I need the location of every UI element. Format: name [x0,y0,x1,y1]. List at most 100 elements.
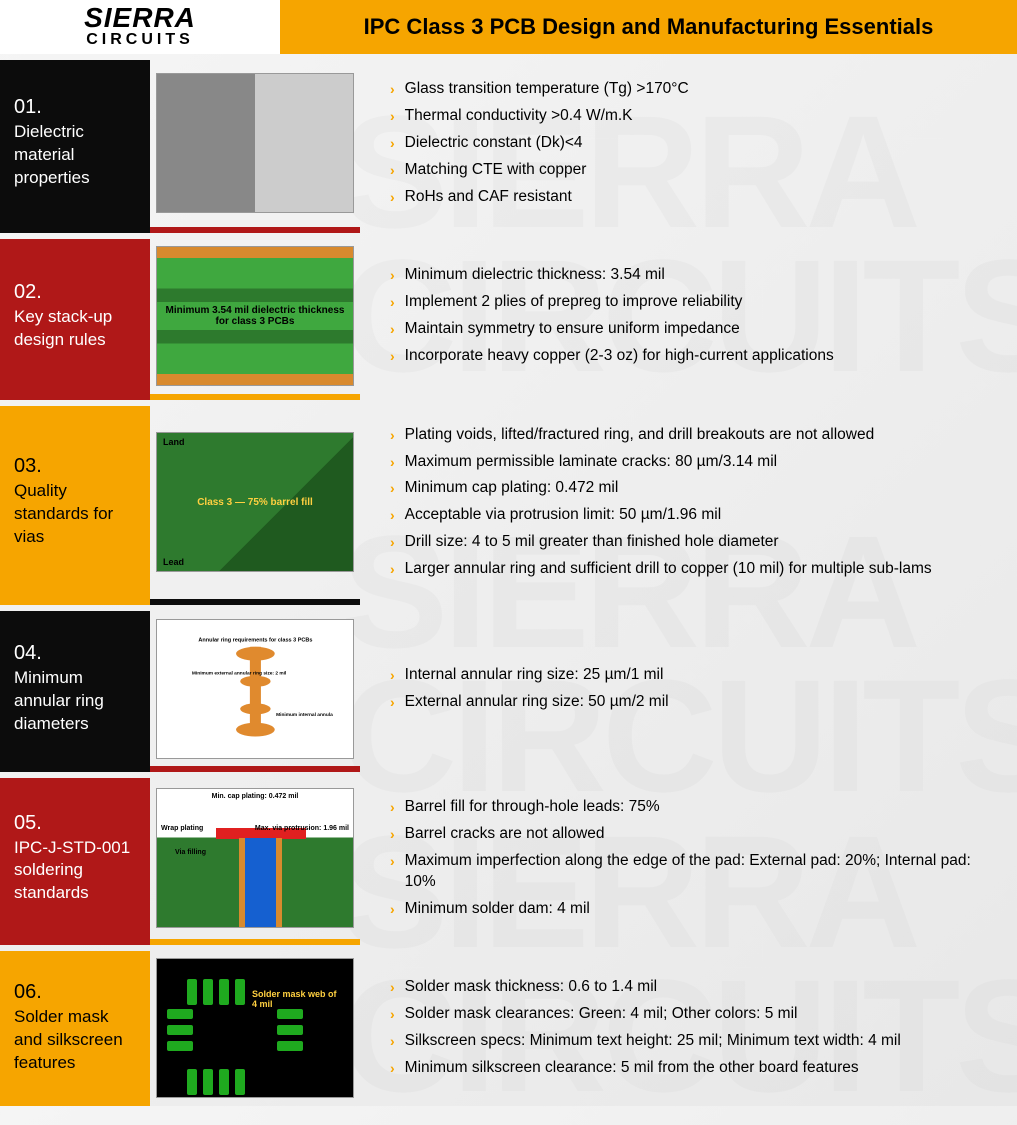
section-3: 03.Quality standards for viasClass 3 — 7… [0,406,1017,600]
bullet-item: ›Acceptable via protrusion limit: 50 µm/… [390,505,997,526]
bullet-text: Plating voids, lifted/fractured ring, an… [405,425,875,446]
section-4: 04.Minimum annular ring diameters Annular… [0,611,1017,766]
chevron-icon: › [390,667,395,683]
chevron-icon: › [390,534,395,550]
bullet-text: External annular ring size: 50 µm/2 mil [405,692,669,713]
chevron-icon: › [390,321,395,337]
bullet-item: › Solder mask clearances: Green: 4 mil; O… [390,1004,997,1025]
chevron-icon: › [390,135,395,151]
bullet-text: Glass transition temperature (Tg) >170°C [405,79,689,100]
section-label: 02.Key stack-up design rules [0,239,150,394]
divider-stripe [0,227,1017,233]
section-content: › Barrel fill for through-hole leads: 75%… [360,778,1017,939]
svg-text:Annular ring requirements for: Annular ring requirements for class 3 PC… [198,638,312,644]
bullet-text: Minimum cap plating: 0.472 mil [405,478,619,499]
illustration-placeholder: Min. cap plating: 0.472 milWrap platingV… [156,788,354,928]
bullet-text: Drill size: 4 to 5 mil greater than fini… [405,532,779,553]
bullet-item: ›RoHs and CAF resistant [390,187,997,208]
section-title: IPC-J-STD-001 soldering standards [14,837,136,906]
section-label: 01.Dielectric material properties [0,60,150,227]
chevron-icon: › [390,454,395,470]
svg-text:Minimum internal annular ring: Minimum internal annular ring size: 1 mi… [276,712,334,718]
bullet-item: ›Solder mask thickness: 0.6 to 1.4 mil [390,977,997,998]
bullet-text: Maximum imperfection along the edge of t… [405,851,997,893]
divider-stripe [0,939,1017,945]
bullet-item: › Dielectric constant (Dk)<4 [390,133,997,154]
illustration-placeholder: Solder mask web of 4 mil [156,958,354,1098]
bullet-item: › Barrel fill for through-hole leads: 75% [390,797,997,818]
section-illustration: Min. cap plating: 0.472 milWrap platingV… [150,778,360,939]
logo-top: SIERRA [84,5,196,30]
bullet-text: Thermal conductivity >0.4 W/m.K [405,106,633,127]
chevron-icon: › [390,480,395,496]
section-number: 01. [14,96,136,119]
section-label: 03.Quality standards for vias [0,406,150,600]
section-number: 05. [14,812,136,835]
section-illustration [150,60,360,227]
bullet-item: › Larger annular ring and sufficient dril… [390,559,997,580]
page-title: IPC Class 3 PCB Design and Manufacturing… [364,14,934,40]
section-label: 06.Solder mask and silkscreen features [0,951,150,1106]
illustration-placeholder: Class 3 — 75% barrel fillLandLead [156,432,354,572]
section-label: 04.Minimum annular ring diameters [0,611,150,766]
bullet-text: Dielectric constant (Dk)<4 [405,133,583,154]
section-content: ›Minimum dielectric thickness: 3.54 mil›… [360,239,1017,394]
chevron-icon: › [390,427,395,443]
bullet-text: Barrel fill for through-hole leads: 75% [405,797,660,818]
chevron-icon: › [390,108,395,124]
bullet-item: › Barrel cracks are not allowed [390,824,997,845]
chevron-icon: › [390,294,395,310]
header: SIERRA CIRCUITS IPC Class 3 PCB Design a… [0,0,1017,54]
bullet-text: Solder mask thickness: 0.6 to 1.4 mil [405,977,657,998]
section-title: Solder mask and silkscreen features [14,1006,136,1075]
bullet-item: ›Minimum dielectric thickness: 3.54 mil [390,265,997,286]
bullet-text: Barrel cracks are not allowed [405,824,605,845]
logo: SIERRA CIRCUITS [0,0,280,54]
section-number: 04. [14,642,136,665]
section-title: Quality standards for vias [14,480,136,549]
bullet-item: › Maximum imperfection along the edge of … [390,851,997,893]
section-content: ›Internal annular ring size: 25 µm/1 mil… [360,611,1017,766]
section-illustration: Minimum 3.54 mil dielectric thickness fo… [150,239,360,394]
chevron-icon: › [390,694,395,710]
chevron-icon: › [390,348,395,364]
bullet-text: Solder mask clearances: Green: 4 mil; Ot… [405,1004,798,1025]
divider-stripe [0,766,1017,772]
section-6: 06.Solder mask and silkscreen featuresSo… [0,951,1017,1106]
chevron-icon: › [390,799,395,815]
svg-text:Minimum external annular ring: Minimum external annular ring size: 2 mi… [192,671,286,677]
bullet-text: Matching CTE with copper [405,160,587,181]
divider-stripe [0,394,1017,400]
section-title: Minimum annular ring diameters [14,667,136,736]
divider-stripe [0,599,1017,605]
bullet-item: ›Minimum solder dam: 4 mil [390,899,997,920]
bullet-item: › Thermal conductivity >0.4 W/m.K [390,106,997,127]
chevron-icon: › [390,1033,395,1049]
chevron-icon: › [390,826,395,842]
bullet-item: ›Implement 2 plies of prepreg to improve… [390,292,997,313]
section-1: 01.Dielectric material properties › Glass … [0,60,1017,227]
bullet-item: ›Maintain symmetry to ensure uniform imp… [390,319,997,340]
bullet-text: Acceptable via protrusion limit: 50 µm/1… [405,505,721,526]
bullet-text: Incorporate heavy copper (2-3 oz) for hi… [405,346,834,367]
chevron-icon: › [390,561,395,577]
chevron-icon: › [390,189,395,205]
logo-bottom: CIRCUITS [86,31,194,49]
section-content: › Plating voids, lifted/fractured ring, a… [360,406,1017,600]
bullet-text: Silkscreen specs: Minimum text height: 2… [405,1031,901,1052]
illustration-placeholder: Annular ring requirements for class 3 PC… [156,619,354,759]
chevron-icon: › [390,1006,395,1022]
chevron-icon: › [390,81,395,97]
section-title: Dielectric material properties [14,121,136,190]
chevron-icon: › [390,901,395,917]
bullet-item: › External annular ring size: 50 µm/2 mil [390,692,997,713]
section-illustration: Annular ring requirements for class 3 PC… [150,611,360,766]
bullet-text: Larger annular ring and sufficient drill… [405,559,932,580]
section-5: 05.IPC-J-STD-001 soldering standards Min.… [0,778,1017,939]
section-number: 02. [14,281,136,304]
bullet-item: ›Internal annular ring size: 25 µm/1 mil [390,665,997,686]
chevron-icon: › [390,853,395,869]
section-illustration: Class 3 — 75% barrel fillLandLead [150,406,360,600]
section-title: Key stack-up design rules [14,306,136,352]
bullet-text: Minimum dielectric thickness: 3.54 mil [405,265,665,286]
